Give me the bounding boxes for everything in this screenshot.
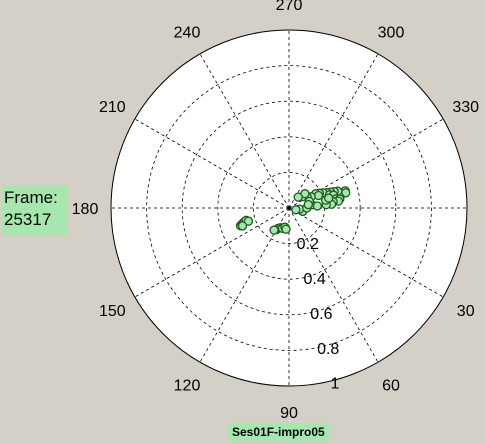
- radius-ring: [217, 136, 361, 280]
- data-point: [243, 216, 254, 226]
- angle-tick-label: 90: [280, 405, 298, 422]
- angle-tick-label: 210: [99, 99, 126, 116]
- data-point: [237, 221, 248, 231]
- polar-grid: [110, 29, 468, 387]
- data-point: [291, 205, 301, 215]
- angle-tick-label: 300: [378, 24, 405, 41]
- data-point: [312, 201, 323, 211]
- session-label: Ses01F-impro05: [228, 423, 329, 441]
- radius-tick-label: 0.8: [317, 341, 339, 358]
- angle-tick-labels: 0306090120150180210240270300330: [72, 0, 479, 422]
- angle-tick-label: 270: [276, 0, 303, 14]
- data-point: [281, 224, 291, 234]
- data-point: [293, 192, 303, 202]
- radius-ring: [146, 65, 432, 351]
- radius-tick-label: 0.4: [303, 271, 325, 288]
- outer-ring: [110, 29, 468, 387]
- data-point: [324, 193, 334, 203]
- angle-tick-label: 120: [174, 378, 201, 395]
- angle-tick-label: 180: [72, 201, 99, 218]
- data-point: [303, 199, 313, 210]
- frame-badge: [2, 186, 68, 236]
- data-point: [269, 225, 279, 235]
- angle-tick-label: 240: [174, 24, 201, 41]
- angle-tick-label: 60: [382, 378, 400, 395]
- radius-tick-labels: 0.2 0.4 0.6 0.8 1: [297, 236, 340, 393]
- data-point: [313, 190, 324, 201]
- data-points: [235, 186, 351, 235]
- radius-tick-label: 0.6: [310, 306, 332, 323]
- angle-tick-label: 30: [457, 303, 475, 320]
- frame-label: Frame:: [4, 188, 58, 207]
- frame-value: 25317: [4, 210, 52, 229]
- radius-ring: [181, 100, 397, 316]
- radius-tick-label: 0.2: [297, 236, 319, 253]
- radius-tick-label: 1: [331, 376, 340, 393]
- angle-tick-label: 330: [452, 99, 479, 116]
- angle-tick-label: 150: [99, 303, 126, 320]
